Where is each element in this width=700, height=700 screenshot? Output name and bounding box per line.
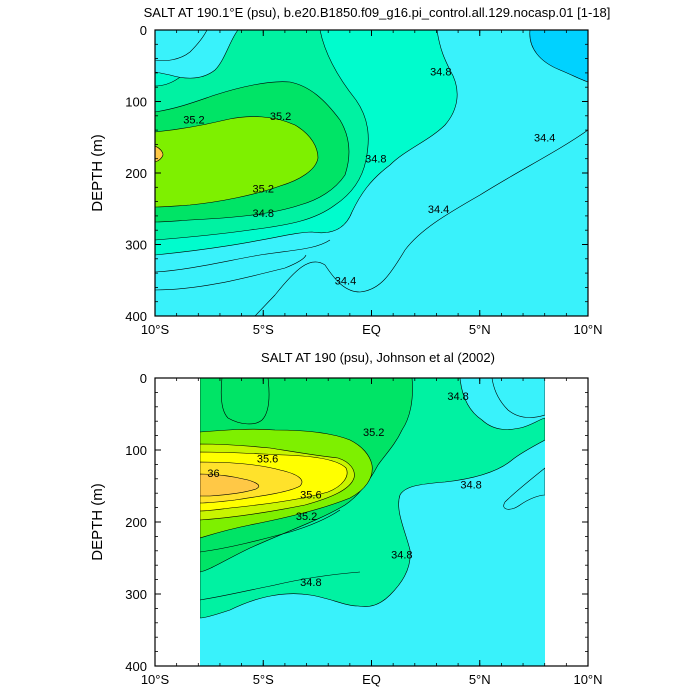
axes: 10°S 5°S EQ 5°N 10°N 0 100 200 300 400 [125, 371, 602, 687]
contour-label: 34.4 [428, 204, 449, 216]
y-tick-label: 200 [125, 166, 147, 181]
panel-title: SALT AT 190 (psu), Johnson et al (2002) [261, 350, 495, 365]
contour-label: 34.8 [365, 154, 386, 166]
contour-label: 36 [207, 468, 219, 480]
x-tick-label: 10°S [141, 672, 170, 687]
y-tick-label: 100 [125, 95, 147, 110]
contour-label: 35.2 [183, 114, 204, 126]
y-tick-label: 200 [125, 515, 147, 530]
contour-label: 34.8 [460, 480, 481, 492]
y-axis-label: DEPTH (m) [89, 483, 106, 561]
panel-model: SALT AT 190.1°E (psu), b.e20.B1850.f09_g… [89, 5, 610, 337]
x-tick-label: 5°N [469, 322, 491, 337]
panel-title: SALT AT 190.1°E (psu), b.e20.B1850.f09_g… [144, 5, 611, 20]
contour-labels: 36 35.6 35.6 35.2 35.2 34.8 34.8 34.8 34.8 [207, 391, 481, 589]
contour-label: 35.6 [300, 490, 321, 502]
contour-label: 34.4 [534, 132, 555, 144]
y-tick-label: 300 [125, 238, 147, 253]
axes: 10°S 5°S EQ 5°N 10°N 0 100 200 300 400 [125, 23, 602, 337]
contour-label: 35.6 [257, 454, 278, 466]
x-tick-label: 10°N [573, 322, 602, 337]
contour-label: 34.8 [430, 66, 451, 78]
x-tick-label: 5°N [469, 672, 491, 687]
contour-labels: 35.2 35.2 35.2 34.8 34.8 34.8 34.4 34.4 34.4 [183, 66, 555, 287]
x-tick-label: 10°S [141, 322, 170, 337]
x-tick-label: 5°S [253, 672, 274, 687]
contour-fill [155, 30, 588, 316]
contour-fill [200, 378, 545, 666]
contour-label: 34.8 [391, 549, 412, 561]
y-tick-label: 0 [140, 23, 147, 38]
x-tick-label: EQ [362, 322, 381, 337]
contour-label: 34.8 [253, 208, 274, 220]
contour-label: 34.8 [447, 391, 468, 403]
x-tick-label: 10°N [573, 672, 602, 687]
y-axis-label: DEPTH (m) [89, 134, 106, 212]
y-tick-label: 400 [125, 309, 147, 324]
contour-label: 35.2 [363, 427, 384, 439]
contour-label: 35.2 [253, 184, 274, 196]
contour-label: 34.8 [300, 577, 321, 589]
x-tick-label: 5°S [253, 322, 274, 337]
contour-label: 35.2 [296, 511, 317, 523]
panel-observed: SALT AT 190 (psu), Johnson et al (2002) [89, 350, 603, 687]
y-tick-label: 300 [125, 587, 147, 602]
contour-label: 35.2 [270, 111, 291, 123]
y-tick-label: 400 [125, 659, 147, 674]
y-tick-label: 100 [125, 443, 147, 458]
x-tick-label: EQ [362, 672, 381, 687]
y-tick-label: 0 [140, 371, 147, 386]
contour-label: 34.4 [335, 275, 356, 287]
